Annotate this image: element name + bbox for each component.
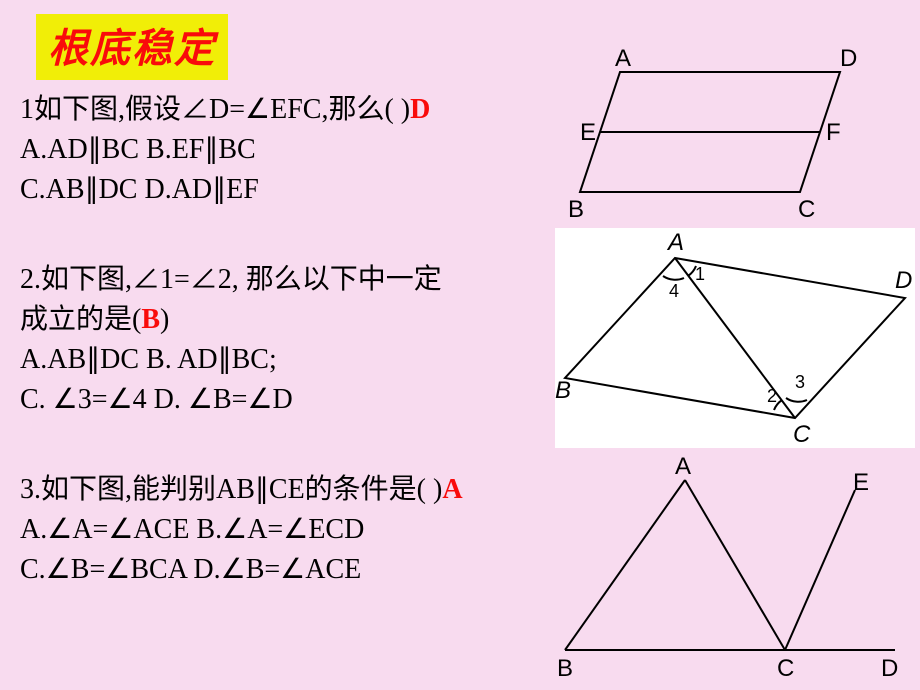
q1-line1: 1如下图,假设∠D=∠EFC,那么( )D <box>20 90 430 129</box>
q1-line2: A.AD∥BC B.EF∥BC <box>20 130 256 169</box>
q3-line3: C.∠B=∠BCA D.∠B=∠ACE <box>20 550 361 589</box>
fig3-label-c: C <box>777 655 794 680</box>
q2-line3: A.AB∥DC B. AD∥BC; <box>20 340 277 379</box>
fig2-label-1: 1 <box>695 264 705 284</box>
title-box: 根底稳定 <box>36 14 228 80</box>
q1-stem: 1如下图,假设∠D=∠EFC,那么( ) <box>20 94 410 125</box>
fig3-label-b: B <box>557 655 573 680</box>
q3-answer: A <box>442 474 462 505</box>
q2-line2: 成立的是(B) <box>20 300 169 339</box>
q3-stem: 3.如下图,能判别AB∥CE的条件是( ) <box>20 474 442 505</box>
fig1-label-b: B <box>568 196 584 222</box>
figure-1: A D E F B C <box>540 42 900 222</box>
q3-line2: A.∠A=∠ACE B.∠A=∠ECD <box>20 510 364 549</box>
q3-line1: 3.如下图,能判别AB∥CE的条件是( )A <box>20 470 463 509</box>
figure-3: A E B C D <box>545 450 915 680</box>
fig1-label-a: A <box>615 45 631 72</box>
fig2-label-b: B <box>555 377 571 404</box>
fig2-label-3: 3 <box>795 372 805 392</box>
q2-line1: 2.如下图,∠1=∠2, 那么以下中一定 <box>20 260 442 299</box>
fig1-label-d: D <box>840 45 857 72</box>
fig3-line-ac <box>685 480 785 650</box>
fig1-label-c: C <box>798 196 815 222</box>
q2-answer: B <box>141 304 160 335</box>
q2-line4: C. ∠3=∠4 D. ∠B=∠D <box>20 380 293 419</box>
fig3-line-ce <box>785 490 855 650</box>
figure-2: A D B C 1 4 2 3 <box>555 228 915 448</box>
fig3-label-d: D <box>881 655 898 680</box>
q1-line3: C.AB∥DC D.AD∥EF <box>20 170 259 209</box>
fig3-line-ba <box>565 480 685 650</box>
fig3-label-e: E <box>853 469 869 496</box>
q2-stem-b: ) <box>160 304 169 335</box>
fig2-label-d: D <box>895 267 912 294</box>
q1-answer: D <box>410 94 430 125</box>
fig2-label-2: 2 <box>767 386 777 406</box>
page-title: 根底稳定 <box>48 26 216 71</box>
fig2-label-4: 4 <box>669 281 679 301</box>
fig2-label-a: A <box>666 229 684 256</box>
q2-stem-a: 成立的是( <box>20 304 141 335</box>
fig1-label-e: E <box>580 119 596 146</box>
fig2-label-c: C <box>793 421 811 448</box>
fig3-label-a: A <box>675 453 691 480</box>
fig1-label-f: F <box>826 119 841 146</box>
